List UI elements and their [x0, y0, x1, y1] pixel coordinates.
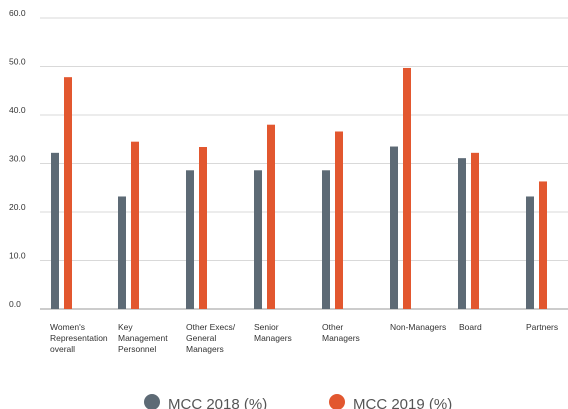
y-axis-ticks: 0.0 10.0 20.0 30.0 40.0 50.0 60.0 [9, 8, 26, 309]
x-tick-label: Board [459, 322, 482, 332]
bar-2019-6 [471, 152, 479, 309]
y-tick-label: 20.0 [9, 202, 26, 212]
bar-2019-1 [131, 141, 139, 309]
bar-2018-1 [118, 196, 126, 309]
y-tick-label: 40.0 [9, 105, 26, 115]
x-tick-label: Partners [526, 322, 558, 332]
legend-label: MCC 2019 (%) [353, 396, 452, 409]
bar-2019-7 [539, 181, 547, 309]
bar-2018-2 [186, 170, 194, 309]
legend-marker [329, 394, 345, 409]
gridlines [40, 17, 568, 310]
y-tick-label: 0.0 [9, 299, 21, 309]
legend-label: MCC 2018 (%) [168, 396, 267, 409]
legend: MCC 2018 (%) MCC 2019 (%) [144, 394, 452, 409]
legend-marker [144, 394, 160, 409]
bar-2019-3 [267, 124, 275, 309]
bar-2019-4 [335, 131, 343, 309]
bar-2019-0 [64, 77, 72, 309]
bar-2018-6 [458, 158, 466, 309]
y-tick-label: 30.0 [9, 154, 26, 164]
bars [51, 67, 547, 309]
x-tick-label: Key Management Personnel [118, 322, 168, 354]
y-tick-label: 50.0 [9, 57, 26, 67]
x-tick-label: Non-Managers [390, 322, 446, 332]
x-tick-label: Women's Representation overall [50, 322, 108, 354]
bar-2018-5 [390, 146, 398, 309]
x-tick-label: Senior Managers [254, 322, 292, 343]
bar-2018-4 [322, 170, 330, 309]
bar-2018-7 [526, 196, 534, 309]
bar-2019-2 [199, 147, 207, 309]
bar-2019-5 [403, 67, 411, 309]
y-tick-label: 10.0 [9, 251, 26, 261]
bar-2018-3 [254, 170, 262, 309]
y-tick-label: 60.0 [9, 8, 26, 18]
x-tick-label: Other Execs/General Managers [186, 322, 236, 354]
x-tick-label: Other Managers [322, 322, 360, 343]
bar-2018-0 [51, 152, 59, 309]
x-axis-labels: Women's Representation overall Key Managemen… [50, 322, 558, 354]
